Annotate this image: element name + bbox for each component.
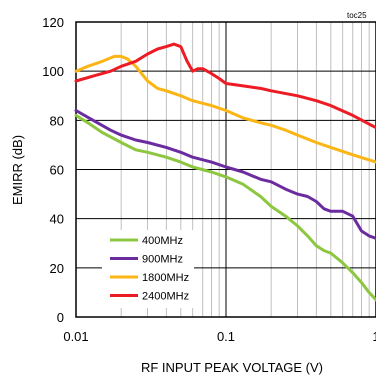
x-tick-label: 1 (372, 329, 376, 344)
x-axis-title: RF INPUT PEAK VOLTAGE (V) (141, 360, 323, 375)
series-line-400mhz (74, 113, 376, 302)
y-tick-label: 100 (42, 64, 64, 79)
legend-label-2400mhz: 2400MHz (142, 291, 189, 303)
series-layer (74, 42, 376, 302)
grid (76, 22, 376, 317)
plot-frame (75, 21, 376, 318)
y-tick-label: 0 (57, 310, 64, 325)
y-tick-label: 60 (50, 163, 64, 178)
series-line-2400mhz (74, 42, 376, 130)
y-tick-label: 40 (50, 212, 64, 227)
legend-label-900mhz: 900MHz (142, 254, 183, 266)
y-tick-label: 20 (50, 261, 64, 276)
series-line-1800mhz (74, 54, 376, 164)
x-tick-labels: 0.01 0.1 1 (63, 329, 376, 344)
legend-label-1800mhz: 1800MHz (142, 272, 189, 284)
chart-tag: toc25 (347, 11, 367, 20)
legend: 400MHz 900MHz 1800MHz 2400MHz (102, 230, 194, 308)
x-tick-label: 0.01 (63, 329, 88, 344)
legend-label-400mhz: 400MHz (142, 235, 183, 247)
x-tick-label: 0.1 (217, 329, 235, 344)
series-line-900mhz (74, 109, 376, 240)
y-axis-title: EMIRR (dB) (10, 135, 25, 205)
y-tick-label: 80 (50, 113, 64, 128)
y-tick-labels: 0 20 40 60 80 100 120 (42, 15, 64, 325)
y-tick-label: 120 (42, 15, 64, 30)
